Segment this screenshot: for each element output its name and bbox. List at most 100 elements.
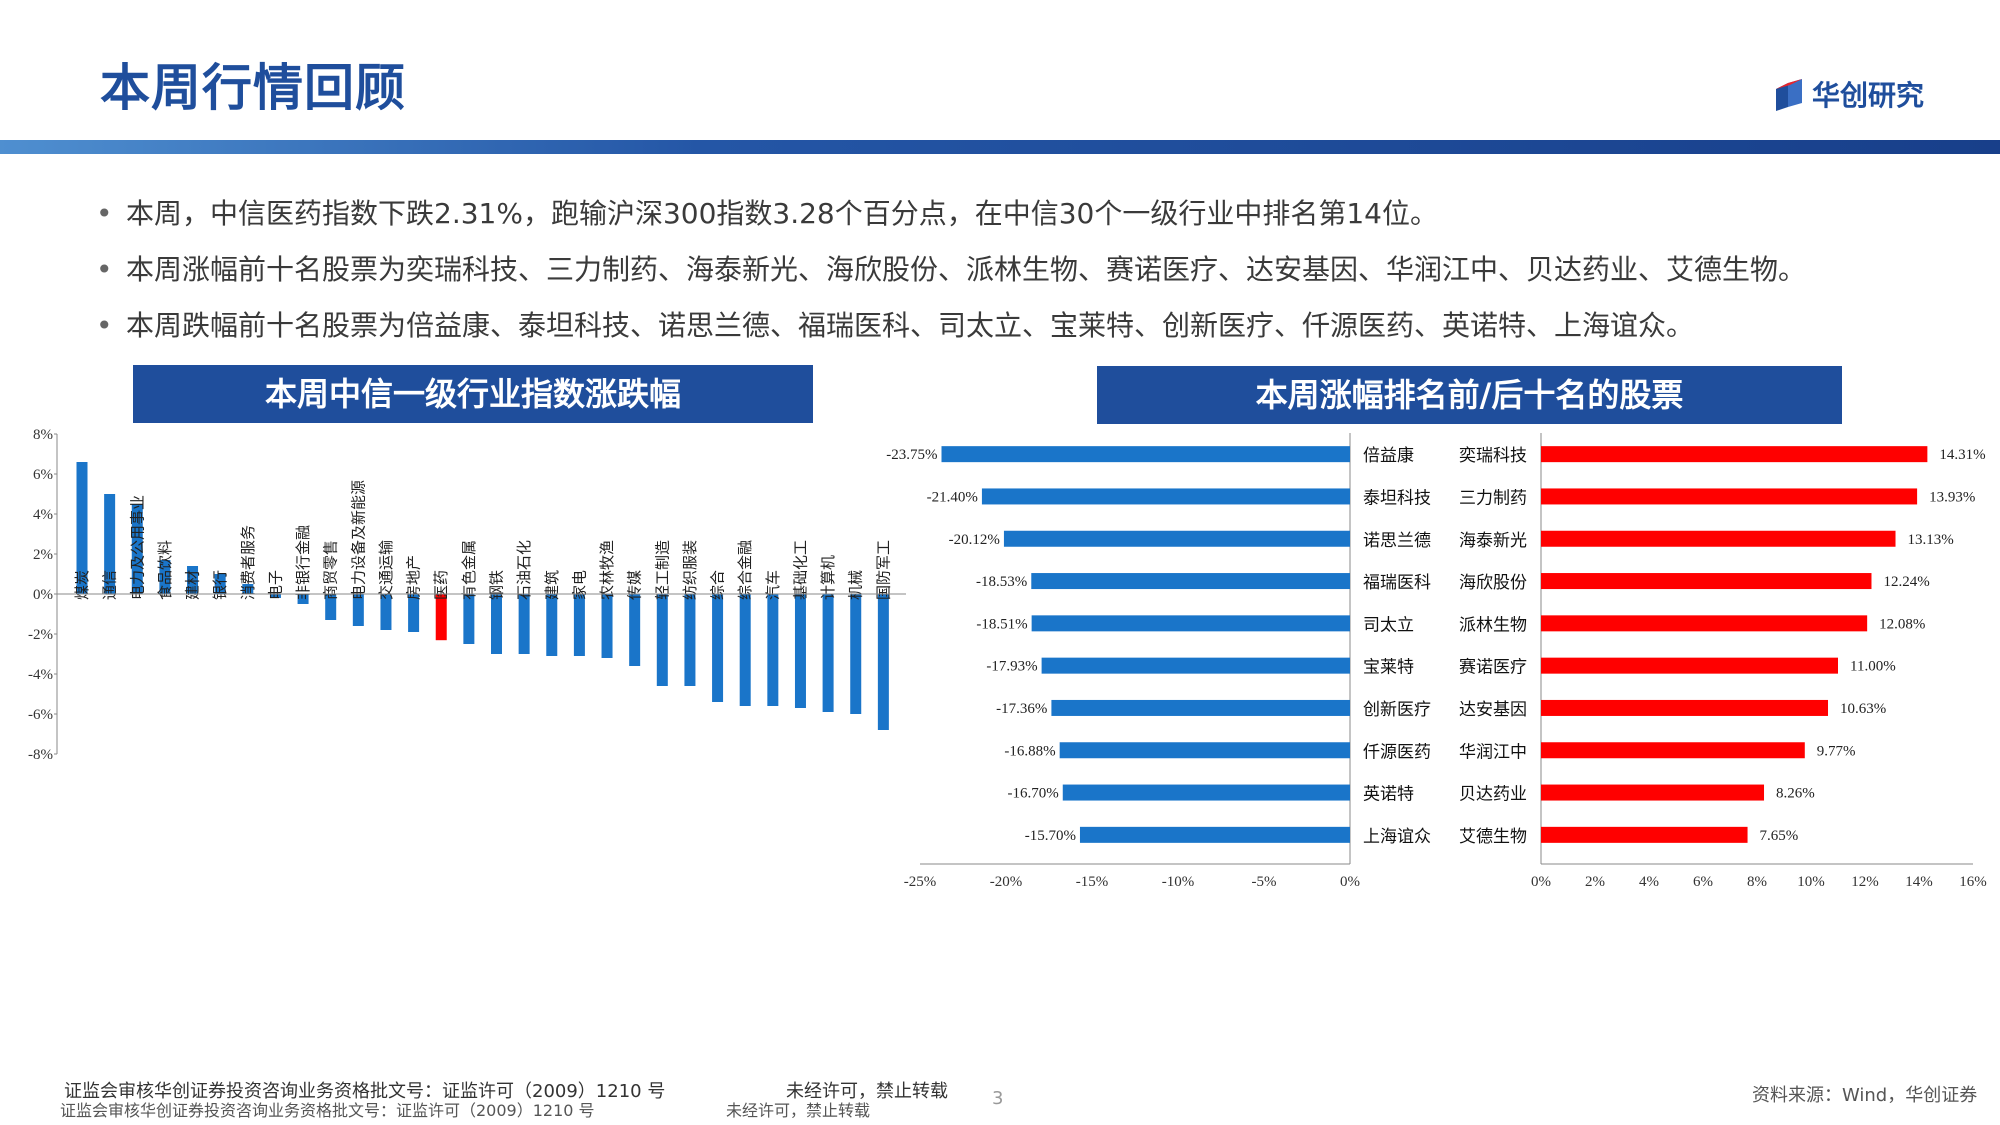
loser-value-label: -16.88% [1004, 743, 1055, 759]
loser-value-label: -17.36% [996, 701, 1047, 717]
loser-bar [941, 446, 1350, 463]
bar-消费者服务 [242, 584, 254, 594]
x-category-label: 食品饮料 [156, 540, 174, 600]
loser-value-label: -21.40% [927, 489, 978, 505]
brand-logo: 华创研究 [1772, 74, 1924, 114]
y-tick-label: -8% [28, 747, 53, 763]
x-category-label: 通信 [101, 570, 119, 600]
gainer-x-tick-label: 4% [1639, 874, 1659, 890]
x-category-label: 基础化工 [791, 540, 809, 600]
loser-stock-name: 仟源医药 [1363, 742, 1431, 762]
gainer-stock-name: 海泰新光 [1459, 531, 1527, 551]
loser-x-tick-label: 0% [1340, 874, 1360, 890]
gainer-value-label: 13.13% [1908, 532, 1954, 548]
logo-text: 华创研究 [1812, 79, 1925, 112]
gainer-bar [1541, 699, 1829, 716]
y-tick-label: -2% [28, 627, 53, 643]
loser-bar [1003, 530, 1350, 547]
x-category-label: 商贸零售 [322, 540, 340, 600]
x-category-label: 电子 [266, 570, 284, 600]
bar-钢铁 [491, 594, 502, 654]
x-category-label: 计算机 [819, 555, 837, 600]
bar-房地产 [408, 594, 420, 632]
logo-cube-icon [1776, 79, 1802, 111]
gainer-value-label: 9.77% [1817, 743, 1856, 759]
loser-stock-name: 泰坦科技 [1363, 488, 1431, 508]
gainer-value-label: 11.00% [1850, 659, 1896, 675]
loser-stock-name: 上海谊众 [1363, 827, 1431, 847]
bar-家电 [573, 594, 585, 656]
x-category-label: 银行 [211, 570, 229, 600]
loser-x-tick-label: -15% [1076, 874, 1109, 890]
bar-通信 [104, 494, 116, 594]
x-category-label: 电力设备及新能源 [349, 480, 367, 600]
x-category-label: 建筑 [543, 570, 561, 600]
loser-stock-name: 创新医疗 [1363, 700, 1431, 720]
bar-交通运输 [380, 594, 392, 630]
x-category-label: 建材 [184, 570, 202, 600]
bar-轻工制造 [656, 594, 668, 686]
bullet-item: 本周，中信医药指数下跌2.31%，跑输沪深300指数3.28个百分点，在中信30… [96, 186, 1806, 242]
gainer-bar [1541, 573, 1872, 590]
bar-煤炭 [76, 462, 88, 594]
loser-x-tick-label: -5% [1252, 874, 1277, 890]
loser-stock-name: 宝莱特 [1363, 658, 1414, 678]
x-category-label: 综合金融 [736, 540, 754, 600]
x-category-label: 机械 [847, 570, 865, 600]
gainer-value-label: 12.24% [1883, 574, 1929, 590]
loser-stock-name: 福瑞医科 [1363, 573, 1431, 593]
gainer-bar [1541, 784, 1765, 801]
x-category-label: 非银行金融 [294, 525, 312, 600]
gainer-bar [1541, 446, 1928, 463]
page-title: 本周行情回顾 [100, 59, 406, 117]
loser-bar [1079, 826, 1350, 843]
loser-stock-name: 倍益康 [1363, 446, 1414, 466]
bar-食品饮料 [159, 560, 171, 594]
industry-chart-title: 本周中信一级行业指数涨跌幅 [133, 365, 813, 423]
x-category-label: 传媒 [626, 570, 644, 600]
gainer-stock-name: 三力制药 [1459, 488, 1527, 508]
license-text: 证监会审核华创证券投资咨询业务资格批文号：证监许可（2009）1210 号 [64, 1081, 666, 1102]
license-text-ghost: 证监会审核华创证券投资咨询业务资格批文号：证监许可（2009）1210 号 [60, 1101, 595, 1120]
bar-建材 [187, 566, 199, 594]
gainer-x-tick-label: 2% [1585, 874, 1605, 890]
x-category-label: 煤炭 [73, 570, 91, 600]
bar-综合 [712, 594, 724, 702]
y-tick-label: -4% [28, 667, 53, 683]
gainer-value-label: 13.93% [1929, 489, 1975, 505]
x-category-label: 电力及公用事业 [128, 495, 146, 600]
gainer-stock-name: 奕瑞科技 [1459, 446, 1527, 466]
x-category-label: 国防军工 [874, 540, 892, 600]
data-source: 资料来源：Wind，华创证券 [1752, 1085, 1978, 1106]
x-category-label: 家电 [570, 570, 588, 600]
y-tick-label: 2% [33, 547, 53, 563]
loser-bar [1059, 742, 1350, 759]
bar-建筑 [546, 594, 558, 656]
bar-电力设备及新能源 [352, 594, 364, 626]
x-category-label: 交通运输 [377, 540, 395, 600]
bar-商贸零售 [325, 594, 337, 620]
bar-石油石化 [518, 594, 530, 654]
bar-国防军工 [877, 594, 889, 730]
x-category-label: 有色金属 [460, 540, 478, 600]
bar-机械 [850, 594, 862, 714]
bar-银行 [214, 574, 226, 594]
gainer-bar [1541, 488, 1918, 505]
gainer-x-tick-label: 10% [1797, 874, 1825, 890]
x-category-label: 钢铁 [488, 570, 506, 600]
x-category-label: 综合 [709, 570, 727, 600]
gainer-stock-name: 海欣股份 [1459, 573, 1527, 593]
y-tick-label: 8% [33, 427, 53, 443]
gainer-x-tick-label: 12% [1851, 874, 1879, 890]
gainer-x-tick-label: 0% [1531, 874, 1551, 890]
bar-农林牧渔 [601, 594, 613, 658]
x-category-label: 农林牧渔 [598, 540, 616, 600]
loser-stock-name: 诺思兰德 [1363, 531, 1431, 551]
gainer-bar [1541, 615, 1868, 632]
gainer-value-label: 14.31% [1939, 447, 1985, 463]
x-category-label: 医药 [432, 570, 450, 600]
loser-value-label: -17.93% [986, 659, 1037, 675]
bar-有色金属 [463, 594, 475, 644]
